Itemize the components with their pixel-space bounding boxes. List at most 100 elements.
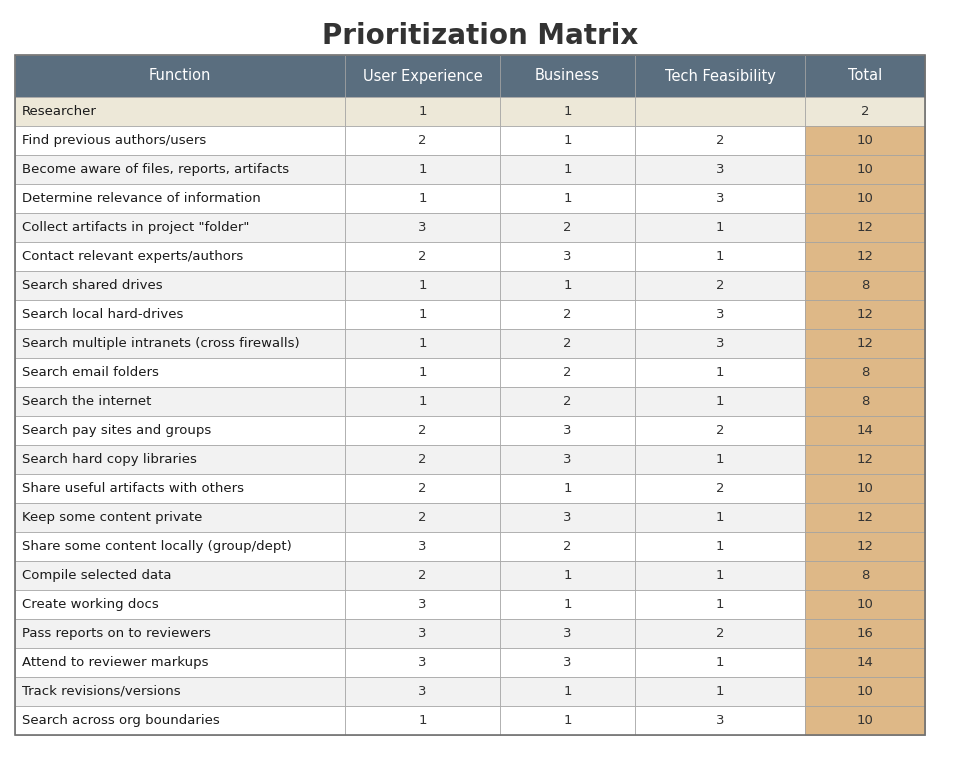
Text: 3: 3 [418,656,427,669]
Bar [805,271,925,300]
Bar [15,300,345,329]
Text: 3: 3 [563,453,572,466]
Bar [500,97,635,126]
Text: 1: 1 [563,598,572,611]
Text: 3: 3 [563,511,572,524]
Bar [500,55,635,97]
Bar [805,97,925,126]
Text: 1: 1 [563,105,572,118]
Bar [345,561,500,590]
Bar [500,416,635,445]
Bar [345,445,500,474]
Text: Search local hard-drives: Search local hard-drives [22,308,184,321]
Bar [15,55,345,97]
Text: Share some content locally (group/dept): Share some content locally (group/dept) [22,540,292,553]
Bar [500,358,635,387]
Bar [805,619,925,648]
Bar [500,590,635,619]
Text: 10: 10 [856,685,874,698]
Bar [15,590,345,619]
Bar [345,619,500,648]
Text: 3: 3 [716,714,725,727]
Bar [15,184,345,213]
Text: User Experience: User Experience [362,68,482,83]
Bar [345,97,500,126]
Text: 12: 12 [856,337,874,350]
Text: 1: 1 [563,134,572,147]
Bar [15,416,345,445]
Bar [635,387,805,416]
Bar [805,55,925,97]
Text: 2: 2 [563,337,572,350]
Text: 3: 3 [563,656,572,669]
Text: Search pay sites and groups: Search pay sites and groups [22,424,211,437]
Bar [345,155,500,184]
Text: Share useful artifacts with others: Share useful artifacts with others [22,482,244,495]
Bar [805,648,925,677]
Bar [805,677,925,706]
Bar [635,445,805,474]
Text: Determine relevance of information: Determine relevance of information [22,192,260,205]
Bar [635,648,805,677]
Text: Search email folders: Search email folders [22,366,159,379]
Bar [635,213,805,242]
Bar [15,97,345,126]
Text: Search the internet: Search the internet [22,395,152,408]
Bar [15,213,345,242]
Bar [635,619,805,648]
Text: 3: 3 [716,163,725,176]
Bar [635,184,805,213]
Bar [15,445,345,474]
Text: 10: 10 [856,714,874,727]
Text: 8: 8 [861,395,869,408]
Bar [15,387,345,416]
Bar [635,55,805,97]
Bar [345,677,500,706]
Text: Search hard copy libraries: Search hard copy libraries [22,453,197,466]
Bar [635,329,805,358]
Bar [15,126,345,155]
Text: 10: 10 [856,598,874,611]
Bar [805,590,925,619]
Text: Become aware of files, reports, artifacts: Become aware of files, reports, artifact… [22,163,289,176]
Bar [15,242,345,271]
Text: 1: 1 [563,279,572,292]
Bar [500,445,635,474]
Text: 1: 1 [716,453,725,466]
Text: Compile selected data: Compile selected data [22,569,171,582]
Bar [345,300,500,329]
Text: Collect artifacts in project "folder": Collect artifacts in project "folder" [22,221,249,234]
Bar [805,184,925,213]
Text: 3: 3 [563,424,572,437]
Text: 3: 3 [716,308,725,321]
Text: 14: 14 [856,656,874,669]
Bar [345,590,500,619]
Text: Pass reports on to reviewers: Pass reports on to reviewers [22,627,210,640]
Text: 1: 1 [418,308,427,321]
Text: 2: 2 [716,279,725,292]
Text: 2: 2 [716,627,725,640]
Text: 2: 2 [716,424,725,437]
Bar [635,126,805,155]
Bar [345,532,500,561]
Text: Search shared drives: Search shared drives [22,279,162,292]
Text: 1: 1 [716,598,725,611]
Bar [15,271,345,300]
Bar [805,300,925,329]
Text: 3: 3 [716,337,725,350]
Bar [635,532,805,561]
Bar [345,387,500,416]
Text: Create working docs: Create working docs [22,598,159,611]
Bar [500,300,635,329]
Bar [345,126,500,155]
Bar [500,184,635,213]
Text: 8: 8 [861,279,869,292]
Text: 3: 3 [418,221,427,234]
Bar [635,503,805,532]
Bar [500,561,635,590]
Bar [805,474,925,503]
Text: Search across org boundaries: Search across org boundaries [22,714,220,727]
Text: 2: 2 [418,424,427,437]
Bar [500,213,635,242]
Bar [635,155,805,184]
